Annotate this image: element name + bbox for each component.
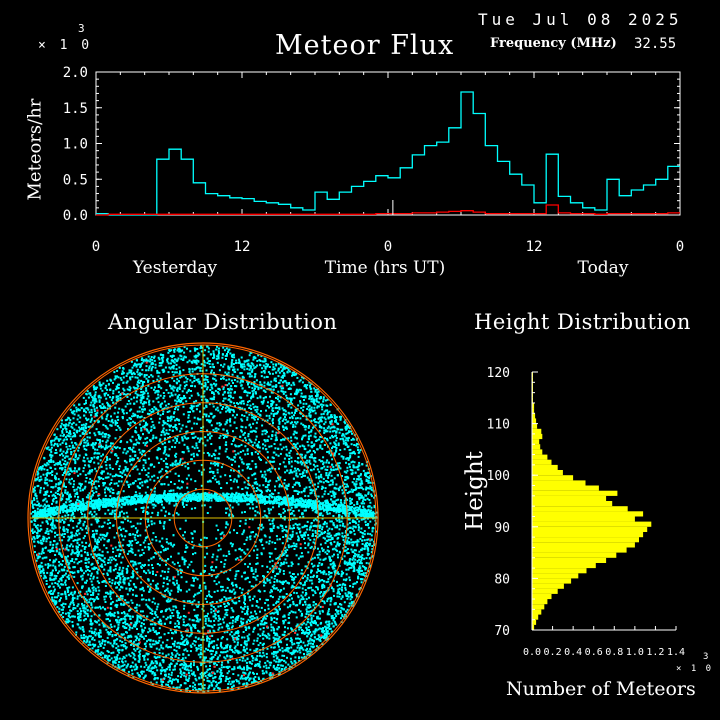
- height-bar: [532, 526, 648, 532]
- height-bar: [532, 454, 548, 460]
- flux-plot-frame: [95, 71, 681, 216]
- height-bar: [532, 480, 586, 486]
- chart-title: Meteor Flux: [275, 30, 455, 61]
- flux-x-tick-label: 12: [526, 239, 543, 255]
- height-bar: [532, 604, 545, 610]
- height-bar: [532, 573, 579, 579]
- height-bar: [532, 428, 542, 434]
- flux-label-today: Today: [578, 258, 629, 278]
- height-bar: [532, 578, 572, 584]
- height-distribution-chart: 70 80 90 100 110 120 0.0 0.2 0.4 0.6 0.8 1.0 1.2 1.4: [487, 366, 686, 658]
- height-bar: [532, 439, 540, 445]
- height-x-tick-label: 0.0: [523, 647, 541, 658]
- height-x-tick-label: 0.6: [585, 647, 603, 658]
- height-bar: [532, 599, 548, 605]
- flux-scale-exponent: 3: [78, 22, 85, 35]
- height-bar: [532, 568, 587, 574]
- height-bar: [532, 408, 535, 414]
- height-bar: [532, 511, 644, 517]
- height-bar: [532, 501, 613, 507]
- height-bar: [532, 516, 635, 522]
- flux-x-tick-label: 0: [92, 239, 100, 255]
- height-bar: [532, 619, 537, 625]
- height-bar: [532, 459, 552, 465]
- flux-y-tick-label: 1.5: [63, 101, 88, 117]
- height-title: Height Distribution: [474, 310, 691, 334]
- height-bar: [532, 495, 607, 501]
- height-x-tick-label: 1.2: [646, 647, 664, 658]
- angular-title: Angular Distribution: [108, 310, 338, 334]
- flux-y-tick-label: 1.0: [63, 137, 88, 153]
- height-bar: [532, 614, 539, 620]
- height-bar: [532, 449, 543, 455]
- height-y-tick-label: 120: [487, 366, 510, 381]
- height-bar: [532, 506, 628, 512]
- height-bar: [532, 609, 542, 615]
- angular-points: [30, 345, 378, 693]
- height-bar: [532, 583, 564, 589]
- height-bar: [532, 444, 541, 450]
- height-bar: [532, 532, 644, 538]
- height-bar: [532, 521, 652, 527]
- height-x-axis-label: Number of Meteors: [506, 678, 696, 700]
- height-bar: [532, 433, 543, 440]
- height-x-tick-label: 0.4: [564, 647, 582, 658]
- height-y-tick-label: 70: [494, 624, 510, 639]
- height-bar: [532, 485, 599, 491]
- height-y-tick-label: 100: [487, 469, 510, 484]
- height-bar: [532, 552, 617, 558]
- height-bar: [532, 490, 618, 496]
- height-bar: [532, 588, 558, 594]
- height-x-tick-label: 0.2: [544, 647, 562, 658]
- flux-y-tick-label: 0.5: [63, 172, 88, 188]
- flux-x-tick-label: 12: [234, 239, 251, 255]
- angular-outer-ring: [27, 342, 379, 694]
- height-scale-prefix: × 1 0: [676, 664, 714, 674]
- flux-chart: 0.0 0.5 1.0 1.5 2.0 0 12 0 12 0 Yesterday Time (hrs…: [63, 65, 685, 278]
- height-bar: [532, 542, 635, 548]
- angular-distribution-chart: [27, 342, 379, 694]
- height-scale-exponent: 3: [703, 652, 709, 662]
- flux-series-0: [96, 91, 680, 216]
- flux-label-time: Time (hrs UT): [325, 258, 446, 278]
- height-y-tick-label: 90: [494, 521, 510, 536]
- frequency-label: Frequency (MHz): [490, 36, 617, 51]
- flux-y-tick-label: 0.0: [63, 208, 88, 224]
- height-bar: [532, 403, 535, 409]
- height-bar: [532, 547, 627, 553]
- flux-x-tick-label: 0: [384, 239, 392, 255]
- flux-y-tick-label: 2.0: [63, 65, 88, 81]
- height-x-tick-label: 1.4: [667, 647, 685, 658]
- height-y-tick-label: 110: [487, 418, 510, 433]
- height-x-tick-label: 0.8: [605, 647, 623, 658]
- height-bar: [532, 475, 574, 481]
- height-bar: [532, 418, 537, 424]
- height-bar: [532, 537, 639, 543]
- height-bar: [532, 423, 538, 429]
- height-bar: [532, 624, 535, 630]
- flux-series-1: [96, 204, 680, 216]
- height-bar: [532, 593, 552, 600]
- flux-x-tick-label: 0: [676, 239, 684, 255]
- date-label: Tue Jul 08 2025: [478, 10, 683, 29]
- flux-label-yesterday: Yesterday: [132, 258, 218, 278]
- height-bar: [532, 464, 558, 471]
- frequency-value: 32.55: [634, 36, 677, 52]
- height-bar: [532, 470, 563, 476]
- height-bar: [532, 413, 536, 419]
- height-x-tick-label: 1.0: [626, 647, 644, 658]
- height-y-tick-label: 80: [494, 572, 510, 587]
- flux-scale-prefix: × 1 0: [38, 38, 93, 53]
- height-bar: [532, 557, 607, 563]
- height-bar: [532, 562, 596, 569]
